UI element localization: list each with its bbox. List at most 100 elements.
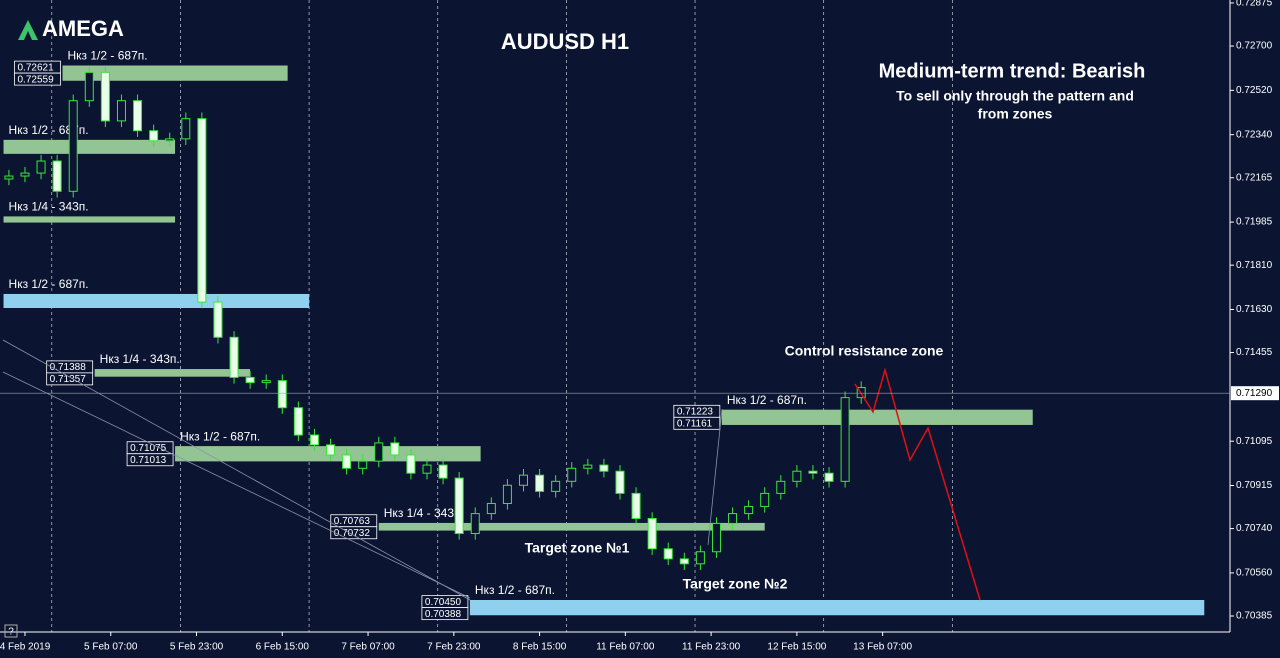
- zone-label: Нкз 1/2 - 687п.: [180, 429, 260, 443]
- x-tick-label: 6 Feb 15:00: [256, 642, 310, 653]
- zone-label: Нкз 1/4 - 343п.: [384, 506, 464, 520]
- target-annotation: Target zone №1: [525, 540, 630, 556]
- logo-icon: [18, 20, 38, 40]
- y-tick-label: 0.72165: [1236, 172, 1273, 183]
- y-tick-label: 0.72700: [1236, 41, 1273, 52]
- zone: [3, 216, 176, 223]
- advice-annotation: To sell only through the pattern and: [896, 88, 1134, 104]
- candle-body: [149, 130, 159, 142]
- candle-body: [165, 138, 175, 142]
- x-tick-label: 11 Feb 23:00: [682, 642, 741, 653]
- zone-label: Нкз 1/4 - 343п.: [100, 352, 180, 366]
- zone: [378, 522, 765, 531]
- candle-body: [326, 444, 336, 456]
- candle-body: [68, 100, 78, 192]
- x-tick-label: 7 Feb 23:00: [427, 642, 481, 653]
- candle-body: [293, 407, 303, 436]
- candle-body: [647, 518, 657, 550]
- candle-body: [535, 474, 545, 492]
- price-label-box: [421, 607, 469, 621]
- price-label-box: [673, 416, 721, 430]
- y-tick-label: 0.72520: [1236, 85, 1273, 96]
- trend-line: [2, 339, 471, 601]
- candle-body: [4, 175, 14, 180]
- y-tick-label: 0.70915: [1236, 480, 1273, 491]
- candle-body: [84, 71, 94, 102]
- price-label-box: [46, 372, 94, 386]
- trend-line: [2, 371, 471, 599]
- zone-label: Нкз 1/2 - 687п.: [475, 583, 555, 597]
- candle-body: [486, 502, 496, 515]
- candle-body: [133, 100, 143, 132]
- price-label: 0.72621: [18, 62, 55, 73]
- candle-body: [374, 442, 384, 462]
- candle-body: [663, 548, 673, 560]
- y-tick-label: 0.71455: [1236, 347, 1273, 358]
- candle-body: [422, 464, 432, 474]
- y-tick-label: 0.70560: [1236, 568, 1273, 579]
- candle-body: [358, 460, 368, 469]
- candle-body: [181, 118, 191, 140]
- candle-body: [213, 301, 223, 338]
- zone-label: Нкз 1/2 - 687п.: [9, 123, 89, 137]
- y-tick-label: 0.71630: [1236, 304, 1273, 315]
- candle-body: [277, 380, 287, 409]
- candle-body: [551, 480, 561, 492]
- connector-line: [707, 408, 723, 546]
- y-tick-label: 0.70385: [1236, 611, 1273, 622]
- x-tick-label: 5 Feb 07:00: [84, 642, 138, 653]
- zone: [721, 409, 1033, 425]
- zone: [3, 293, 310, 308]
- candle-body: [711, 522, 721, 553]
- resistance-annotation: Control resistance zone: [785, 343, 944, 359]
- y-tick-label: 0.72340: [1236, 129, 1273, 140]
- x-tick-label: 8 Feb 15:00: [513, 642, 567, 653]
- zone: [62, 65, 288, 81]
- candle-body: [36, 160, 46, 174]
- price-label: 0.71075: [130, 443, 167, 454]
- candle-body: [518, 474, 528, 486]
- x-tick-label: 13 Feb 07:00: [853, 642, 912, 653]
- candle-body: [100, 71, 110, 122]
- candle-body: [309, 434, 319, 446]
- candle-body: [197, 118, 207, 303]
- candle-body: [760, 492, 770, 507]
- zone-label: Нкз 1/4 - 343п.: [9, 200, 89, 214]
- y-tick-label: 0.71095: [1236, 436, 1273, 447]
- price-label: 0.71223: [677, 406, 714, 417]
- candle-body: [744, 505, 754, 515]
- y-tick-label: 0.70740: [1236, 523, 1273, 534]
- x-tick-label: 12 Feb 15:00: [767, 642, 826, 653]
- candle-body: [470, 513, 480, 535]
- candle-body: [792, 470, 802, 482]
- last-price-box: [1231, 386, 1279, 401]
- candle-body: [631, 492, 641, 520]
- candle-body: [502, 484, 512, 504]
- price-label-box: [14, 72, 61, 86]
- zone-label: Нкз 1/2 - 687п.: [9, 277, 89, 291]
- price-label: 0.71357: [50, 374, 87, 385]
- zone-label: Нкз 1/2 - 687п.: [727, 393, 807, 407]
- x-tick-label: 11 Feb 07:00: [596, 642, 655, 653]
- candle-body: [438, 464, 448, 479]
- price-label-box: [126, 453, 174, 467]
- trend-annotation: Medium-term trend: Bearish: [879, 60, 1146, 82]
- candles: [4, 66, 866, 570]
- help-button[interactable]: [4, 624, 18, 638]
- zone: [469, 599, 1205, 616]
- candle-body: [229, 336, 239, 378]
- candle-body: [342, 454, 352, 469]
- candle-body: [840, 397, 850, 482]
- price-label: 0.70388: [425, 609, 462, 620]
- x-tick-label: 4 Feb 2019: [0, 642, 51, 653]
- help-label[interactable]: ?: [8, 627, 14, 638]
- candle-body: [52, 160, 62, 192]
- candle-body: [261, 380, 271, 384]
- target-annotation: Target zone №2: [683, 576, 788, 592]
- x-tick-label: 7 Feb 07:00: [341, 642, 395, 653]
- candle-body: [776, 480, 786, 494]
- candle-body: [567, 467, 577, 482]
